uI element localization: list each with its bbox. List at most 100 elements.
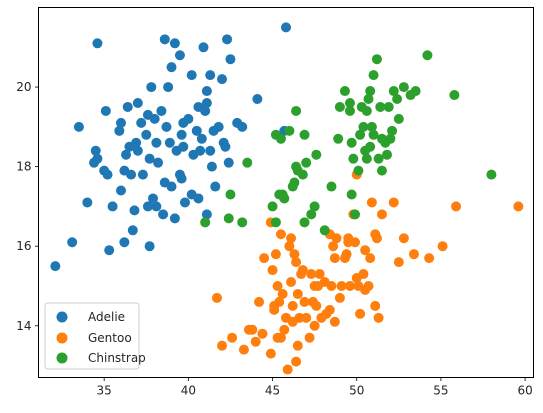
legend-label-chinstrap: Chinstrap [88,351,146,365]
point-adelie [222,34,233,45]
point-chinstrap [355,129,366,140]
point-gentoo [371,233,382,244]
point-adelie [73,121,84,132]
point-adelie [132,97,143,108]
point-adelie [195,145,206,156]
point-gentoo [334,292,345,303]
point-adelie [281,22,291,33]
point-adelie [191,125,202,136]
point-adelie [163,82,174,93]
point-adelie [136,117,147,128]
point-gentoo [328,241,339,252]
x-tick-label: 55 [433,384,448,398]
point-gentoo [217,340,228,351]
point-gentoo [344,280,355,291]
point-gentoo [275,229,286,240]
point-gentoo [326,280,337,291]
point-chinstrap [486,169,497,180]
point-chinstrap [339,86,350,97]
point-gentoo [287,316,298,327]
point-adelie [193,193,204,204]
point-gentoo [250,336,261,347]
point-gentoo [309,320,320,331]
point-gentoo [301,312,312,323]
point-chinstrap [348,153,359,164]
point-adelie [153,157,164,168]
point-gentoo [287,300,298,311]
point-chinstrap [289,177,300,188]
point-adelie [92,153,103,164]
x-tick-label: 35 [97,384,112,398]
point-gentoo [304,332,315,343]
point-adelie [119,237,130,248]
y-tick-label: 14 [16,319,31,333]
point-gentoo [259,253,270,264]
point-adelie [100,105,111,116]
point-adelie [159,34,170,45]
point-chinstrap [277,189,288,200]
point-chinstrap [346,137,357,148]
point-chinstrap [200,217,211,228]
point-adelie [161,121,172,132]
point-chinstrap [237,217,248,228]
point-gentoo [296,269,307,280]
point-adelie [156,105,167,116]
legend-label-adelie: Adelie [88,310,125,324]
point-adelie [146,82,157,93]
x-tick-label: 40 [181,384,196,398]
point-gentoo [424,253,435,264]
point-chinstrap [361,105,372,116]
point-chinstrap [297,169,308,180]
point-gentoo [291,257,302,268]
point-adelie [208,125,219,136]
point-gentoo [331,233,342,244]
point-adelie [151,137,162,148]
point-chinstrap [301,157,312,168]
point-adelie [198,42,209,53]
x-tick-label: 50 [349,384,364,398]
point-adelie [142,201,153,212]
point-chinstrap [225,189,236,200]
legend-marker-adelie [56,311,68,323]
point-gentoo [336,280,347,291]
point-gentoo [267,265,278,276]
point-gentoo [227,332,238,343]
point-adelie [176,173,187,184]
point-adelie [206,161,217,172]
point-chinstrap [363,94,374,105]
point-adelie [116,185,126,196]
point-adelie [223,157,234,168]
point-chinstrap [373,153,384,164]
point-chinstrap [326,181,337,192]
point-gentoo [286,277,297,288]
point-adelie [151,201,162,212]
point-adelie [201,86,212,97]
point-gentoo [373,312,384,323]
point-chinstrap [365,86,376,97]
point-gentoo [393,257,404,268]
y-tick-label: 16 [16,239,31,253]
point-gentoo [274,296,285,307]
point-gentoo [238,344,249,355]
y-tick-label: 20 [16,80,31,94]
point-chinstrap [346,189,357,200]
point-adelie [122,101,133,112]
point-adelie [205,145,216,156]
point-chinstrap [242,157,253,168]
point-adelie [92,38,103,49]
point-chinstrap [365,141,376,152]
x-tick-label: 60 [517,384,532,398]
point-chinstrap [344,105,355,116]
point-adelie [82,197,93,208]
point-adelie [196,133,207,144]
point-gentoo [270,249,281,260]
point-chinstrap [371,54,382,65]
point-chinstrap [319,225,330,236]
point-gentoo [398,233,409,244]
point-adelie [141,129,152,140]
point-gentoo [247,324,258,335]
point-gentoo [316,312,327,323]
point-gentoo [329,316,340,327]
point-chinstrap [387,125,398,136]
point-chinstrap [275,133,286,144]
